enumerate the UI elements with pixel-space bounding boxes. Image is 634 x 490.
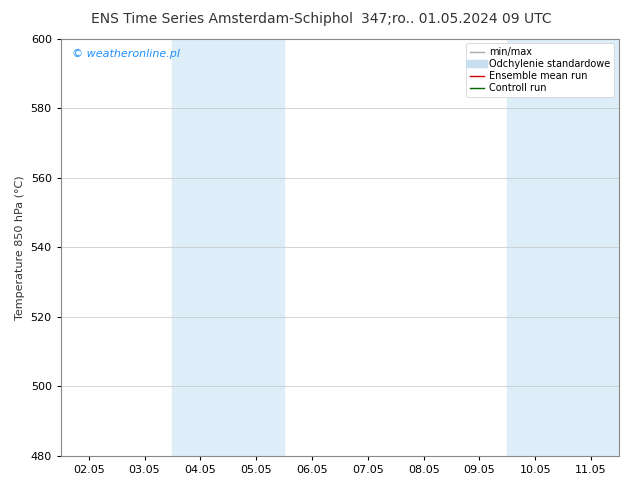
- Bar: [172, 39, 284, 456]
- Text: ENS Time Series Amsterdam-Schiphol: ENS Time Series Amsterdam-Schiphol: [91, 12, 353, 26]
- Bar: [507, 39, 619, 456]
- Text: © weatheronline.pl: © weatheronline.pl: [72, 49, 180, 59]
- Y-axis label: Temperature 850 hPa (°C): Temperature 850 hPa (°C): [15, 175, 25, 319]
- Text: 347;ro.. 01.05.2024 09 UTC: 347;ro.. 01.05.2024 09 UTC: [361, 12, 552, 26]
- Legend: min/max, Odchylenie standardowe, Ensemble mean run, Controll run: min/max, Odchylenie standardowe, Ensembl…: [465, 44, 614, 97]
